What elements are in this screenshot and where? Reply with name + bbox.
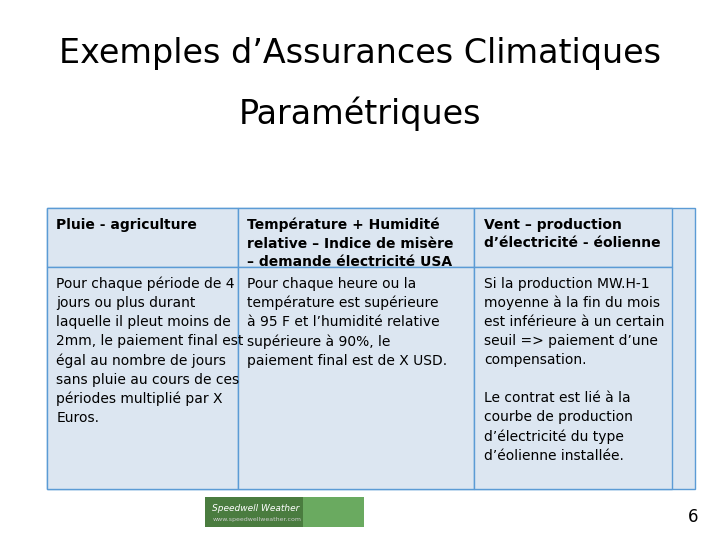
Text: Paramétriques: Paramétriques [239, 96, 481, 131]
Bar [238, 267, 474, 489]
Text: Pour chaque heure ou la
température est supérieure
à 95 F et l’humidité relative: Pour chaque heure ou la température est … [248, 276, 447, 368]
Bar [205, 497, 364, 526]
Bar [238, 208, 474, 267]
Text: Speedwell Weather: Speedwell Weather [212, 504, 300, 512]
Bar [474, 267, 672, 489]
Text: 6: 6 [688, 509, 698, 526]
Bar [47, 208, 238, 267]
Text: Si la production MW.H-1
moyenne à la fin du mois
est inférieure à un certain
seu: Si la production MW.H-1 moyenne à la fin… [484, 276, 665, 463]
Bar [47, 208, 695, 489]
Bar [303, 497, 364, 526]
Bar [474, 208, 672, 267]
Text: Exemples d’Assurances Climatiques: Exemples d’Assurances Climatiques [59, 37, 661, 71]
Text: Vent – production
d’électricité - éolienne: Vent – production d’électricité - éolien… [484, 218, 660, 250]
Bar [47, 267, 238, 489]
Text: www.speedwellweather.com: www.speedwellweather.com [212, 517, 302, 522]
Text: Pour chaque période de 4
jours ou plus durant
laquelle il pleut moins de
2mm, le: Pour chaque période de 4 jours ou plus d… [56, 276, 243, 425]
Text: Pluie - agriculture: Pluie - agriculture [56, 218, 197, 232]
Text: Température + Humidité
relative – Indice de misère
– demande électricité USA: Température + Humidité relative – Indice… [248, 218, 454, 269]
